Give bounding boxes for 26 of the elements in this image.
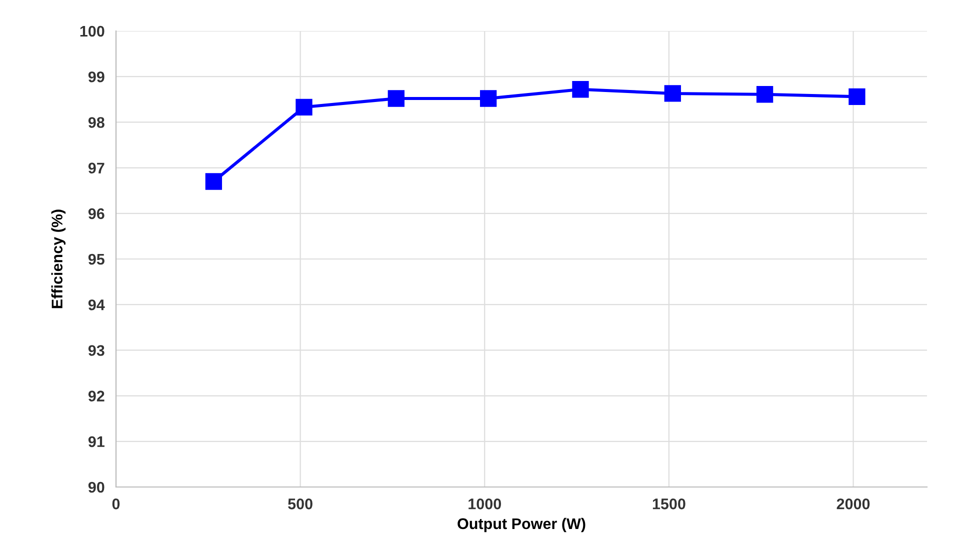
point	[848, 88, 866, 105]
y-tick-label: 98	[88, 117, 104, 128]
y-tick-label: 93	[88, 345, 104, 356]
x-tick-label: 0	[112, 498, 120, 510]
point	[296, 98, 312, 116]
x-tick-label: 1500	[652, 498, 686, 510]
x-tick-label: 1000	[468, 498, 502, 510]
point	[388, 90, 404, 107]
x-tick-label: 500	[288, 498, 312, 510]
x-axis-title: Output Power (W)	[458, 518, 586, 532]
point	[756, 86, 774, 103]
point	[480, 90, 497, 107]
y-tick-label: 97	[88, 162, 104, 174]
y-tick-label: 90	[88, 482, 104, 493]
y-tick-label: 94	[88, 299, 105, 310]
x-tick-label: 2000	[836, 498, 870, 510]
y-axis-title: Efficiency (%)	[51, 210, 66, 308]
y-tick-label: 100	[80, 26, 104, 37]
y-tick-label: 91	[88, 436, 104, 448]
point	[205, 173, 222, 190]
point	[572, 81, 589, 98]
y-tick-label: 95	[88, 254, 104, 265]
y-tick-label: 99	[88, 71, 104, 82]
y-tick-label: 96	[88, 208, 104, 220]
y-tick-label: 92	[88, 390, 104, 402]
point	[664, 85, 681, 102]
